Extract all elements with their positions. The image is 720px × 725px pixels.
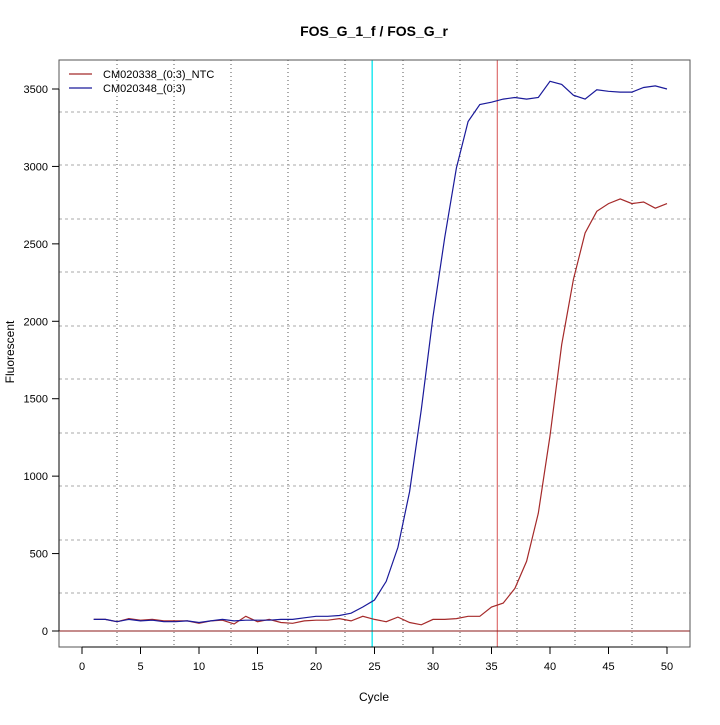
x-tick-label: 35	[485, 661, 497, 673]
y-tick-label: 500	[30, 549, 48, 561]
x-tick-label: 45	[602, 661, 614, 673]
y-axis: 0 500 1000 1500 2000 2500 3000 3500	[24, 84, 60, 638]
y-tick-label: 3000	[24, 161, 48, 173]
chart-title: FOS_G_1_f / FOS_G_r	[300, 23, 448, 39]
x-axis-label: Cycle	[359, 690, 389, 704]
legend-label: CM020348_(0:3)	[103, 83, 186, 95]
y-axis-label: Fluorescent	[3, 320, 17, 383]
y-tick-label: 3500	[24, 84, 48, 96]
y-tick-label: 1000	[24, 471, 48, 483]
series-group	[93, 80, 668, 626]
series-line-1	[93, 198, 668, 626]
y-tick-label: 1500	[24, 394, 48, 406]
grid	[59, 60, 690, 647]
y-tick-label: 2000	[24, 316, 48, 328]
x-tick-label: 40	[544, 661, 556, 673]
x-tick-label: 50	[661, 661, 673, 673]
x-tick-label: 10	[193, 661, 205, 673]
x-tick-label: 25	[368, 661, 380, 673]
x-tick-label: 20	[310, 661, 322, 673]
x-tick-label: 0	[79, 661, 85, 673]
y-tick-label: 0	[42, 626, 48, 638]
x-tick-label: 5	[137, 661, 143, 673]
series-line-2	[93, 80, 668, 624]
x-axis: 0 5 10 15 20 25 30 35 40 45 50	[79, 646, 673, 673]
x-tick-label: 30	[427, 661, 439, 673]
legend-label: CM020338_(0:3)_NTC	[103, 69, 214, 81]
y-tick-label: 2500	[24, 239, 48, 251]
plot-frame	[58, 59, 691, 648]
x-tick-label: 15	[251, 661, 263, 673]
legend: CM020338_(0:3)_NTC CM020348_(0:3)	[69, 69, 214, 95]
reference-lines	[59, 60, 690, 647]
